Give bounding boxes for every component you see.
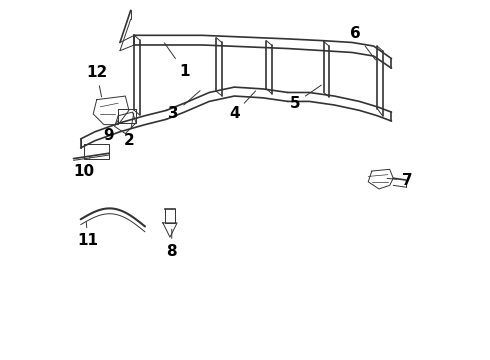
Text: 11: 11 [77,222,98,248]
Text: 7: 7 [387,172,413,188]
Text: 12: 12 [86,65,107,97]
Text: 10: 10 [74,157,95,179]
Text: 4: 4 [229,91,256,121]
Text: 8: 8 [167,229,177,259]
Text: 3: 3 [168,91,200,121]
Text: 5: 5 [290,85,321,111]
Text: 2: 2 [123,113,134,148]
Text: 6: 6 [350,26,375,60]
Text: 1: 1 [165,43,190,78]
Text: 9: 9 [103,120,119,143]
